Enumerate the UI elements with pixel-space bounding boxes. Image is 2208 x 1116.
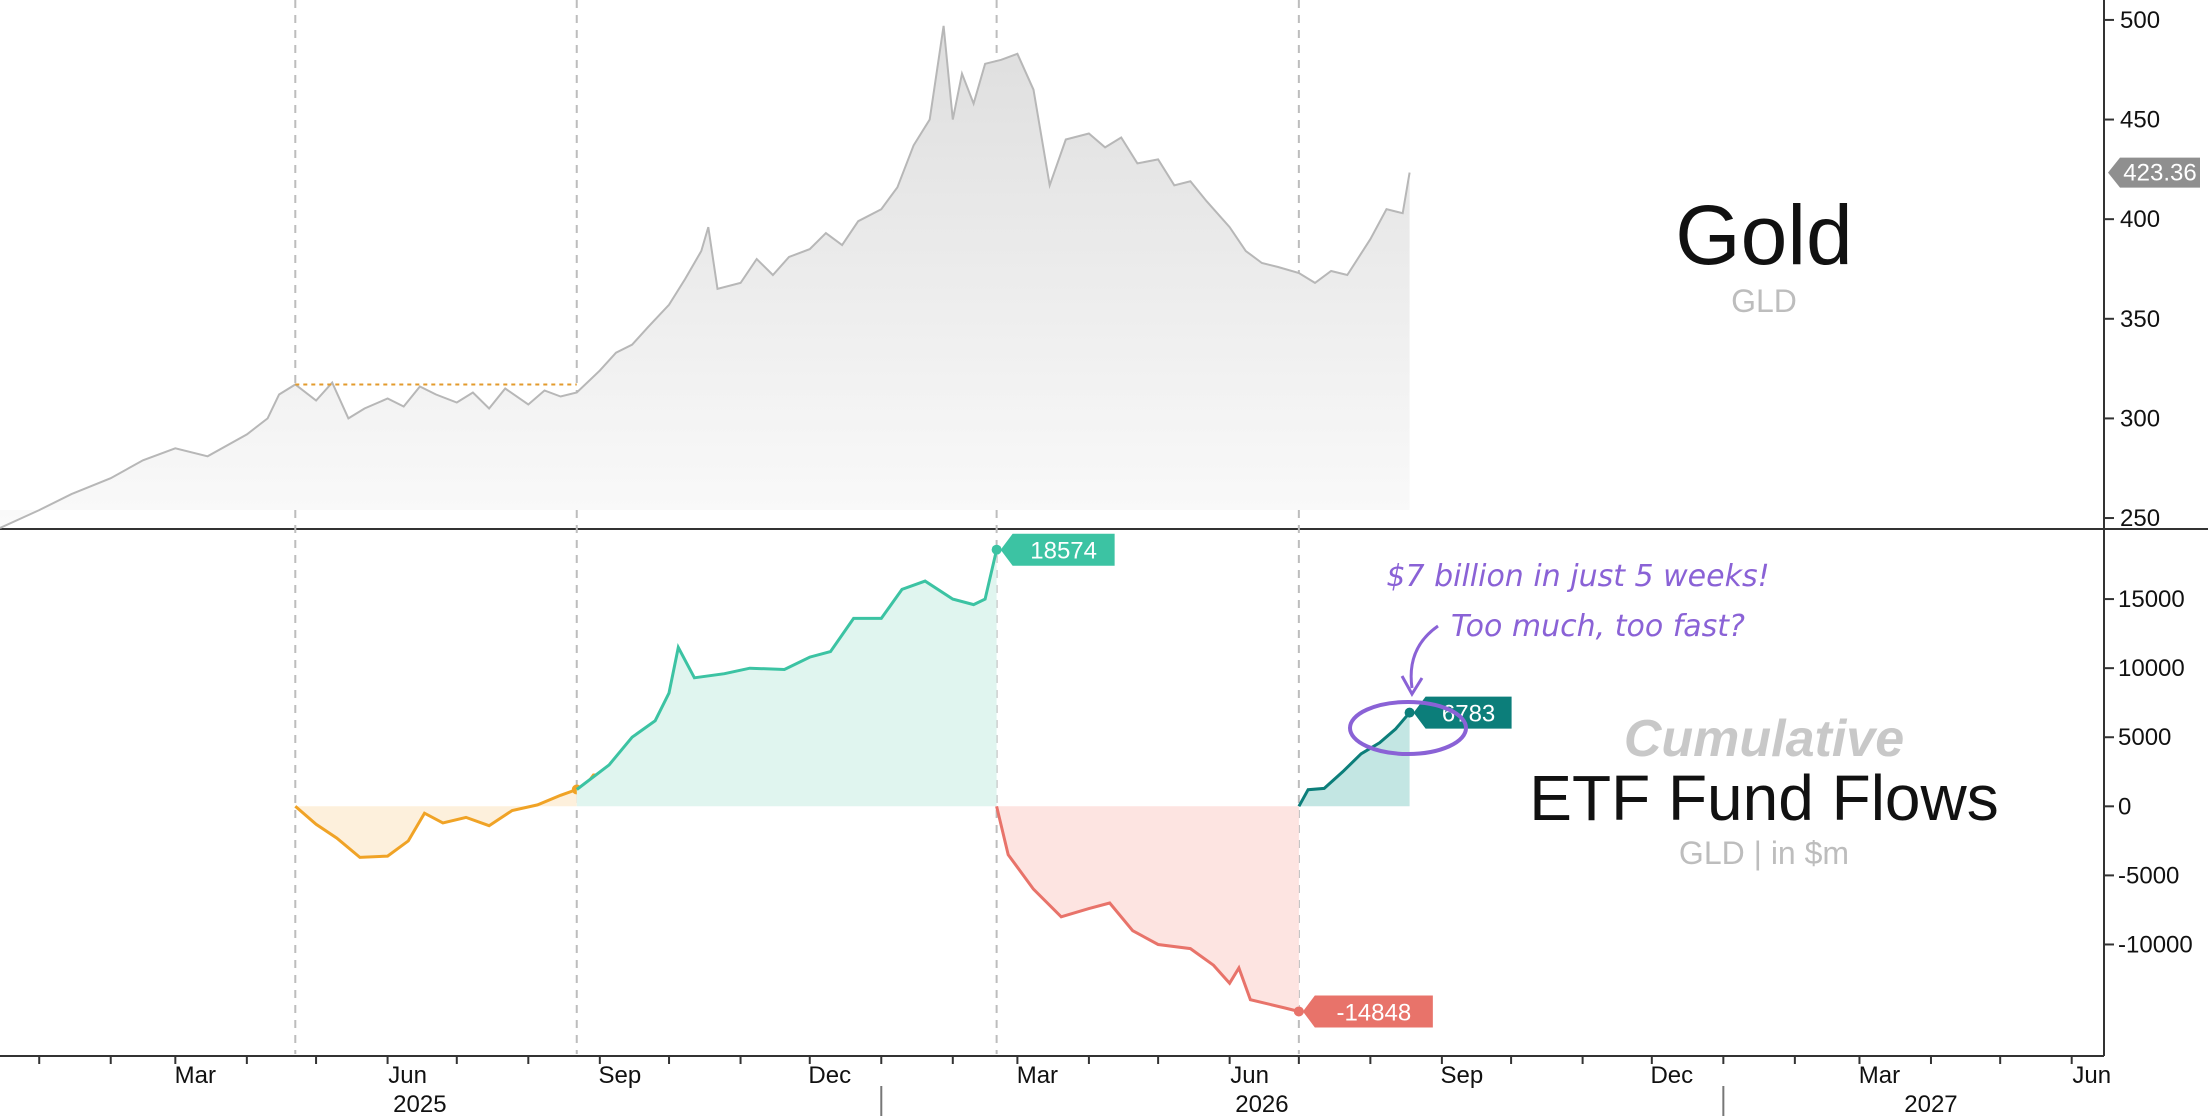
flow-end-dot-3 xyxy=(1404,707,1415,718)
flows-title-cumulative: Cumulative xyxy=(1624,710,1904,768)
flow-line-3 xyxy=(1297,711,1411,808)
x-month-label-2: Sep xyxy=(598,1062,641,1089)
period-markers xyxy=(294,0,1300,1054)
gold-title: Gold xyxy=(1675,188,1852,282)
gold-price-panel xyxy=(0,25,1411,529)
annotation-circle xyxy=(1348,700,1468,756)
gold-y-tick-label-350: 350 xyxy=(2120,306,2160,333)
x-month-label-4: Mar xyxy=(1017,1062,1058,1089)
gold-price-area xyxy=(0,25,1410,529)
gold-y-tick-label-300: 300 xyxy=(2120,405,2160,432)
annotation-arrowhead xyxy=(1400,675,1424,697)
flow-y-tick-label-0: 0 xyxy=(2118,793,2131,820)
x-year-label-0: 2025 xyxy=(393,1091,446,1116)
x-month-label-5: Jun xyxy=(1230,1062,1269,1089)
flow-end-label-3: 6783 xyxy=(1442,701,1495,728)
gold-y-tick-label-500: 500 xyxy=(2120,7,2160,34)
x-month-label-8: Mar xyxy=(1859,1062,1900,1089)
flow-area-2 xyxy=(996,806,1299,1012)
annotation-line-1: $7 billion in just 5 weeks! xyxy=(1386,559,1769,594)
flow-end-label-1: 18574 xyxy=(1030,538,1097,565)
flow-y-tick-label-15000: 15000 xyxy=(2118,586,2185,613)
x-month-label-3: Dec xyxy=(808,1062,851,1089)
axes: 250 300 350 400 450 500 423.36 -10000 -5000 0 5000… xyxy=(38,7,2200,1116)
annotation-arrow xyxy=(1409,624,1439,689)
flow-end-label-2: -14848 xyxy=(1336,999,1411,1026)
x-month-label-7: Dec xyxy=(1650,1062,1693,1089)
flow-end-badge-2 xyxy=(1302,995,1433,1028)
flow-area-3 xyxy=(1298,712,1410,807)
gold-y-tick-label-250: 250 xyxy=(2120,505,2160,532)
x-month-label-6: Sep xyxy=(1441,1062,1484,1089)
flow-line-0 xyxy=(294,788,578,859)
flow-area-0 xyxy=(295,789,577,858)
x-year-label-2: 2027 xyxy=(1904,1091,1957,1116)
flow-end-badge-1 xyxy=(1000,533,1115,566)
flow-y-tick-label-5000: 5000 xyxy=(2118,724,2171,751)
gold-price-line xyxy=(0,25,1411,529)
gold-last-value-label: 423.36 xyxy=(2123,160,2196,187)
x-month-label-1: Jun xyxy=(388,1062,427,1089)
flow-y-tick-label--5000: -5000 xyxy=(2118,862,2179,889)
gold-y-tick-label-450: 450 xyxy=(2120,107,2160,134)
flow-end-dot-1 xyxy=(991,544,1002,555)
flows-title-main: ETF Fund Flows xyxy=(1529,762,1998,834)
flows-caption: GLD | in $m xyxy=(1679,835,1849,871)
x-year-label-1: 2026 xyxy=(1235,1091,1288,1116)
annotation-line-2: Too much, too fast? xyxy=(1451,609,1745,644)
x-month-label-0: Mar xyxy=(175,1062,216,1089)
gold-last-value-badge xyxy=(2108,157,2200,188)
flow-y-tick-label--10000: -10000 xyxy=(2118,931,2193,958)
flow-line-1 xyxy=(575,549,999,791)
flow-line-2 xyxy=(995,805,1300,1013)
flow-y-tick-label-10000: 10000 xyxy=(2118,655,2185,682)
flow-area-1 xyxy=(576,549,997,807)
flow-end-dot-2 xyxy=(1293,1006,1304,1017)
gold-subtitle: GLD xyxy=(1731,283,1797,319)
gold-y-tick-label-400: 400 xyxy=(2120,206,2160,233)
x-month-label-9: Jun xyxy=(2072,1062,2111,1089)
